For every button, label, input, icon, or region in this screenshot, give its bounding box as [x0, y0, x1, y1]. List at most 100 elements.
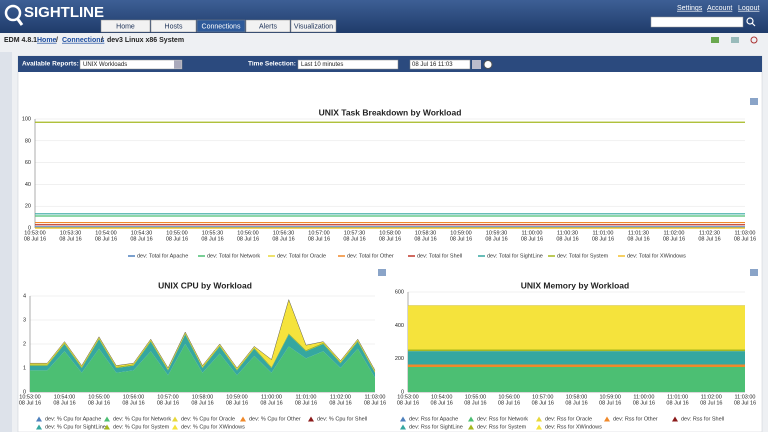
legend-label[interactable]: dev: Rss for Other	[613, 416, 658, 422]
x-tick-date: 08 Jul 16	[414, 236, 436, 242]
icon[interactable]	[750, 36, 758, 44]
date-input[interactable]	[409, 59, 471, 70]
legend-swatch	[536, 416, 542, 422]
tab[interactable]	[100, 19, 151, 33]
legend-label[interactable]: dev: % Cpu for SightLine	[45, 424, 106, 430]
x-tick-date: 08 Jul 16	[130, 236, 152, 242]
tab[interactable]	[290, 19, 337, 33]
x-tick-label: 10:57:00	[308, 230, 329, 236]
legend-label[interactable]: dev: Rss for Apache	[409, 416, 458, 422]
reports-label: Available Reports:	[22, 61, 79, 68]
legend-label[interactable]: dev: Rss for Shell	[681, 416, 724, 422]
x-tick-date: 08 Jul 16	[592, 236, 614, 242]
icon[interactable]	[711, 37, 719, 43]
select-arrow[interactable]	[174, 60, 182, 69]
export-icon[interactable]	[750, 98, 758, 105]
tab-label[interactable]: Connections	[202, 23, 241, 30]
series-area	[408, 349, 745, 352]
search-input[interactable]	[650, 16, 744, 28]
legend-swatch	[536, 424, 542, 430]
tab-active[interactable]	[196, 19, 246, 33]
x-tick-label: 11:03:00	[364, 394, 385, 400]
series-area	[408, 364, 745, 367]
tab-label[interactable]: Visualization	[294, 23, 333, 30]
legend-label[interactable]: dev: Total for Network	[207, 253, 260, 259]
x-tick-date: 08 Jul 16	[627, 236, 649, 242]
report-select[interactable]	[79, 59, 183, 70]
report-select-value[interactable]: UNIX Workloads	[83, 62, 127, 68]
legend-label[interactable]: dev: Rss for Oracle	[545, 416, 592, 422]
calendar-button[interactable]	[472, 60, 481, 69]
x-tick-label: 10:55:00	[88, 394, 109, 400]
legend-label[interactable]: dev: Rss for Network	[477, 416, 528, 422]
x-tick-label: 10:54:00	[54, 394, 75, 400]
x-tick-label: 10:53:00	[19, 394, 40, 400]
search-icon	[751, 22, 756, 27]
x-tick-label: 10:55:00	[465, 394, 486, 400]
x-tick-label: 10:53:30	[60, 230, 81, 236]
legend-label[interactable]: dev: Total for XWindows	[627, 253, 686, 259]
refresh-button[interactable]	[483, 60, 493, 69]
y-tick-label: 600	[395, 289, 404, 295]
tab[interactable]	[245, 19, 291, 33]
header-link[interactable]: Settings	[677, 5, 703, 12]
x-tick-label: 11:01:00	[667, 394, 688, 400]
x-tick-label: 10:56:00	[237, 230, 258, 236]
x-tick-label: 10:57:00	[532, 394, 553, 400]
x-tick-label: 11:02:00	[330, 394, 351, 400]
legend-label[interactable]: dev: % Cpu for System	[113, 424, 170, 430]
x-tick-label: 11:01:00	[592, 230, 613, 236]
legend-label[interactable]: dev: % Cpu for XWindows	[181, 424, 245, 430]
time-select[interactable]	[297, 59, 399, 70]
x-tick-label: 10:54:00	[431, 394, 452, 400]
legend-label[interactable]: dev: Total for Oracle	[277, 253, 326, 259]
tab-label[interactable]: Alerts	[259, 23, 277, 30]
x-tick-date: 08 Jul 16	[450, 236, 472, 242]
legend-swatch	[672, 416, 678, 422]
chart-title: UNIX Task Breakdown by Workload	[319, 107, 462, 117]
logo: SIGHTLINE	[24, 4, 104, 21]
legend-label[interactable]: dev: Total for SightLine	[487, 253, 543, 259]
export-icon[interactable]	[750, 269, 758, 276]
x-tick-label: 11:01:00	[295, 394, 316, 400]
legend-label[interactable]: dev: Rss for SightLine	[409, 424, 463, 430]
x-tick-date: 08 Jul 16	[201, 236, 223, 242]
area-outline	[30, 298, 376, 371]
x-tick-date: 08 Jul 16	[122, 400, 144, 406]
time-select-value[interactable]: Last 10 minutes	[301, 62, 343, 68]
x-tick-label: 10:53:00	[397, 394, 418, 400]
tab[interactable]	[150, 19, 197, 33]
legend-swatch	[240, 416, 246, 422]
legend-label[interactable]: dev: % Cpu for Other	[249, 416, 301, 422]
series-area	[408, 367, 745, 392]
legend-label[interactable]: dev: % Cpu for Oracle	[181, 416, 235, 422]
header-link[interactable]: Logout	[738, 5, 759, 12]
search-icon[interactable]	[746, 17, 754, 25]
legend-label[interactable]: dev: % Cpu for Apache	[45, 416, 101, 422]
y-tick-label: 1	[23, 365, 26, 371]
breadcrumb-link[interactable]: Connections	[62, 37, 104, 44]
breadcrumb-link[interactable]: Home	[37, 37, 57, 44]
x-tick-label: 10:54:30	[131, 230, 152, 236]
header-link[interactable]: Account	[707, 5, 732, 12]
legend-label[interactable]: dev: % Cpu for Shell	[317, 416, 367, 422]
legend-label[interactable]: dev: Total for Other	[347, 253, 394, 259]
tab-label[interactable]: Home	[116, 23, 135, 30]
x-tick-date: 08 Jul 16	[521, 236, 543, 242]
export-icon[interactable]	[378, 269, 386, 276]
breadcrumb-current: dev3 Linux x86 System	[107, 37, 184, 44]
legend-label[interactable]: dev: Rss for System	[477, 424, 527, 430]
icon[interactable]	[731, 37, 739, 43]
legend-label[interactable]: dev: Total for Apache	[137, 253, 188, 259]
legend-label[interactable]: dev: Total for System	[557, 253, 609, 259]
legend-swatch	[604, 416, 610, 422]
legend-label[interactable]: dev: Total for Shell	[417, 253, 462, 259]
legend-label[interactable]: dev: Rss for XWindows	[545, 424, 602, 430]
tab-label[interactable]: Hosts	[165, 23, 183, 30]
x-tick-date: 08 Jul 16	[379, 236, 401, 242]
x-tick-date: 08 Jul 16	[272, 236, 294, 242]
legend-label[interactable]: dev: % Cpu for Network	[113, 416, 171, 422]
date-input-value[interactable]: 08 Jul 16 11:03	[412, 62, 453, 68]
x-tick-label: 11:01:30	[628, 230, 649, 236]
x-tick-date: 08 Jul 16	[157, 400, 179, 406]
